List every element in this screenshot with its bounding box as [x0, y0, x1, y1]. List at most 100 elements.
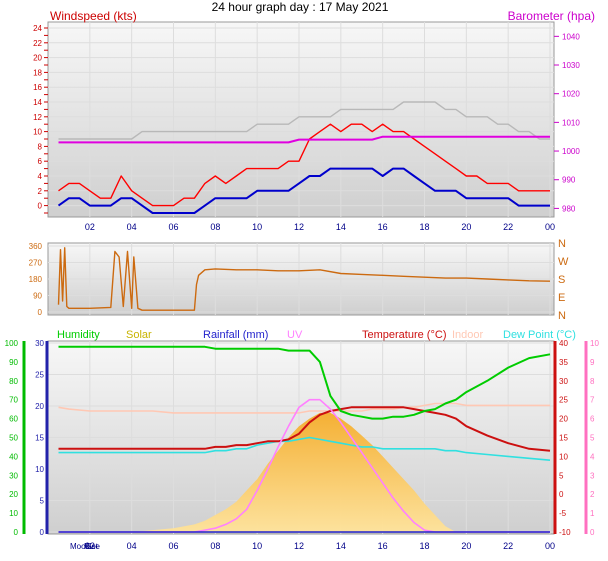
humidity-tick-label: 30 [9, 471, 18, 480]
uv-tick-label: 4 [590, 452, 595, 461]
humidity-tick-label: 10 [9, 509, 18, 518]
y-tick-label: 18 [33, 68, 42, 77]
y-tick-label: 16 [33, 83, 42, 92]
legend-entry: Solar [126, 329, 152, 341]
moon-label: Rise [84, 542, 101, 551]
y2-tick-label: 1020 [562, 90, 580, 99]
uv-tick-label: 3 [590, 471, 595, 480]
x-tick-label: 02 [85, 541, 95, 551]
humidity-tick-label: 20 [9, 490, 18, 499]
x-tick-label: 10 [252, 222, 262, 232]
humidity-series-line [58, 345, 551, 420]
humidity-tick-label: 60 [9, 415, 18, 424]
baro-series-line [58, 135, 550, 144]
humidity-tick-label: 70 [9, 396, 18, 405]
y-tick-label: 0 [38, 308, 43, 317]
winddir-series-line [57, 247, 551, 311]
uv-tick-label: 6 [590, 415, 595, 424]
rain-tick-label: 5 [40, 497, 45, 506]
temp-tick-label: 20 [559, 415, 568, 424]
direction-tick-label: S [558, 274, 565, 286]
solar-area [58, 412, 550, 532]
y-tick-label: 6 [38, 157, 43, 166]
x-tick-label: 14 [336, 222, 346, 232]
legend-entry: UV [287, 329, 303, 341]
x-tick-label: 22 [503, 222, 513, 232]
temp-tick-label: -5 [559, 509, 567, 518]
y-tick-label: 180 [29, 275, 43, 284]
y2-tick-label: 1030 [562, 61, 580, 70]
rain-tick-label: 20 [35, 402, 44, 411]
temp-tick-label: 10 [559, 452, 568, 461]
x-tick-label: 04 [127, 222, 137, 232]
temp-tick-label: -10 [559, 528, 571, 537]
uv-tick-label: 9 [590, 358, 595, 367]
wind-series-line [58, 123, 550, 207]
x-tick-label: 06 [168, 222, 178, 232]
legend-entry: Dew Point (°C) [503, 329, 576, 341]
y-tick-label: 10 [33, 128, 42, 137]
legend-entry: Rainfall (mm) [203, 329, 268, 341]
moon-label: Set [86, 542, 99, 551]
barometer-axis-label: Barometer (hpa) [508, 9, 595, 23]
humidity-tick-label: 0 [14, 528, 19, 537]
x-tick-label: 10 [252, 541, 262, 551]
legend-entry: Humidity [57, 329, 100, 341]
windspeed-axis-label: Windspeed (kts) [50, 9, 137, 23]
humidity-tick-label: 80 [9, 377, 18, 386]
dew-series-line [58, 436, 551, 461]
y-tick-label: 8 [38, 142, 43, 151]
y2-tick-label: 1040 [562, 32, 580, 41]
y-tick-label: 4 [38, 172, 43, 181]
y-tick-label: 2 [38, 187, 43, 196]
y-tick-label: 24 [33, 24, 42, 33]
y-tick-label: 0 [38, 202, 43, 211]
y-tick-label: 12 [33, 113, 42, 122]
uv-tick-label: 10 [590, 339, 599, 348]
x-tick-label: 02 [85, 222, 95, 232]
direction-tick-label: N [558, 310, 566, 322]
gust_avg-series-line [58, 101, 550, 140]
temp-tick-label: 30 [559, 377, 568, 386]
y-tick-label: 14 [33, 98, 42, 107]
legend-entry: Temperature (°C) [362, 329, 446, 341]
x-tick-label: 08 [210, 541, 220, 551]
moon-label: Moon [70, 542, 90, 551]
rain-tick-label: 30 [35, 339, 44, 348]
y-tick-label: 90 [33, 292, 42, 301]
direction-tick-label: W [558, 256, 569, 268]
x-tick-label: 16 [378, 541, 388, 551]
y2-tick-label: 990 [562, 176, 576, 185]
uv-tick-label: 7 [590, 396, 595, 405]
x-tick-label: 16 [378, 222, 388, 232]
rain-tick-label: 15 [35, 434, 44, 443]
uv-tick-label: 8 [590, 377, 595, 386]
y-tick-label: 22 [33, 39, 42, 48]
direction-tick-label: E [558, 292, 565, 304]
temp-series-line [58, 406, 551, 452]
wind-baro-plot-area [47, 21, 555, 218]
x-tick-label: 12 [294, 222, 304, 232]
x-tick-label: 18 [419, 541, 429, 551]
x-tick-label: 22 [503, 541, 513, 551]
temp-tick-label: 15 [559, 434, 568, 443]
page-title: 24 hour graph day : 17 May 2021 [212, 0, 389, 14]
uv-tick-label: 0 [590, 528, 595, 537]
humidity-tick-label: 90 [9, 358, 18, 367]
y-tick-label: 270 [29, 259, 43, 268]
x-tick-label: 04 [127, 541, 137, 551]
uv-tick-label: 2 [590, 490, 595, 499]
wind-baro-panel: Windspeed (kts) Barometer (hpa) 02468101… [33, 9, 595, 232]
temp-tick-label: 0 [559, 490, 564, 499]
temp-tick-label: 35 [559, 358, 568, 367]
rain-tick-label: 0 [40, 528, 45, 537]
y-tick-label: 20 [33, 54, 42, 63]
legend-entry: Indoor [452, 329, 484, 341]
rain-tick-label: 25 [35, 371, 44, 380]
x-tick-label: 00 [545, 222, 555, 232]
x-tick-label: 00 [545, 541, 555, 551]
x-tick-label: 18 [419, 222, 429, 232]
y2-tick-label: 1000 [562, 147, 580, 156]
x-tick-label: 14 [336, 541, 346, 551]
